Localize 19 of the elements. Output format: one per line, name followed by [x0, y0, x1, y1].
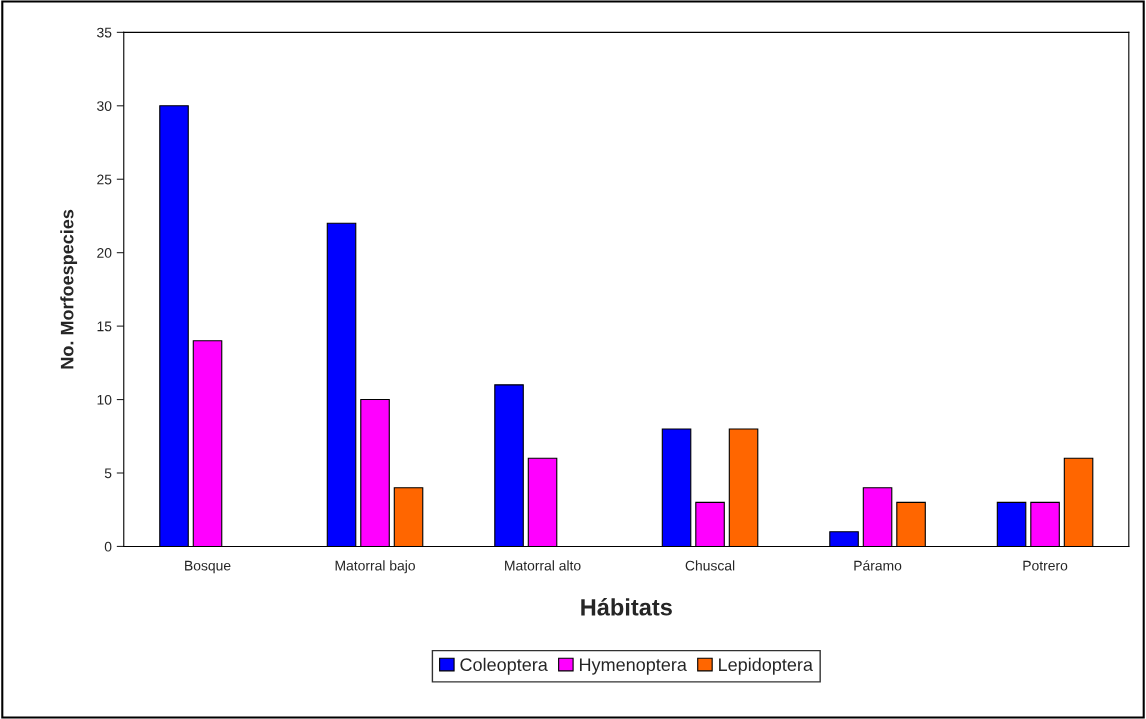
x-tick-label: Potrero [1023, 560, 1068, 571]
y-tick-label: 25 [97, 174, 112, 185]
legend-label: Coleoptera [460, 657, 548, 675]
x-tick-label: Bosque [185, 560, 231, 574]
x-tick-label: Páramo [854, 560, 902, 571]
y-tick-label: 20 [97, 248, 112, 258]
y-tick-label: 10 [97, 394, 112, 405]
x-tick-label: Matorral bajo [335, 560, 415, 574]
x-tick-label: Chuscal [685, 560, 735, 571]
y-tick-label: 15 [97, 321, 112, 332]
legend-label: Hymenoptera [579, 658, 687, 675]
x-axis-title: Hábitats [581, 598, 672, 616]
y-tick-label: 5 [104, 468, 112, 479]
y-tick-label: 30 [97, 101, 112, 111]
y-axis-title: No. Morfoespecies [60, 209, 78, 369]
x-tick-label: Matorral alto [505, 560, 581, 571]
legend-label: Lepidoptera [719, 657, 813, 675]
y-tick-label: 0 [104, 541, 112, 552]
y-tick-label: 35 [97, 27, 112, 38]
